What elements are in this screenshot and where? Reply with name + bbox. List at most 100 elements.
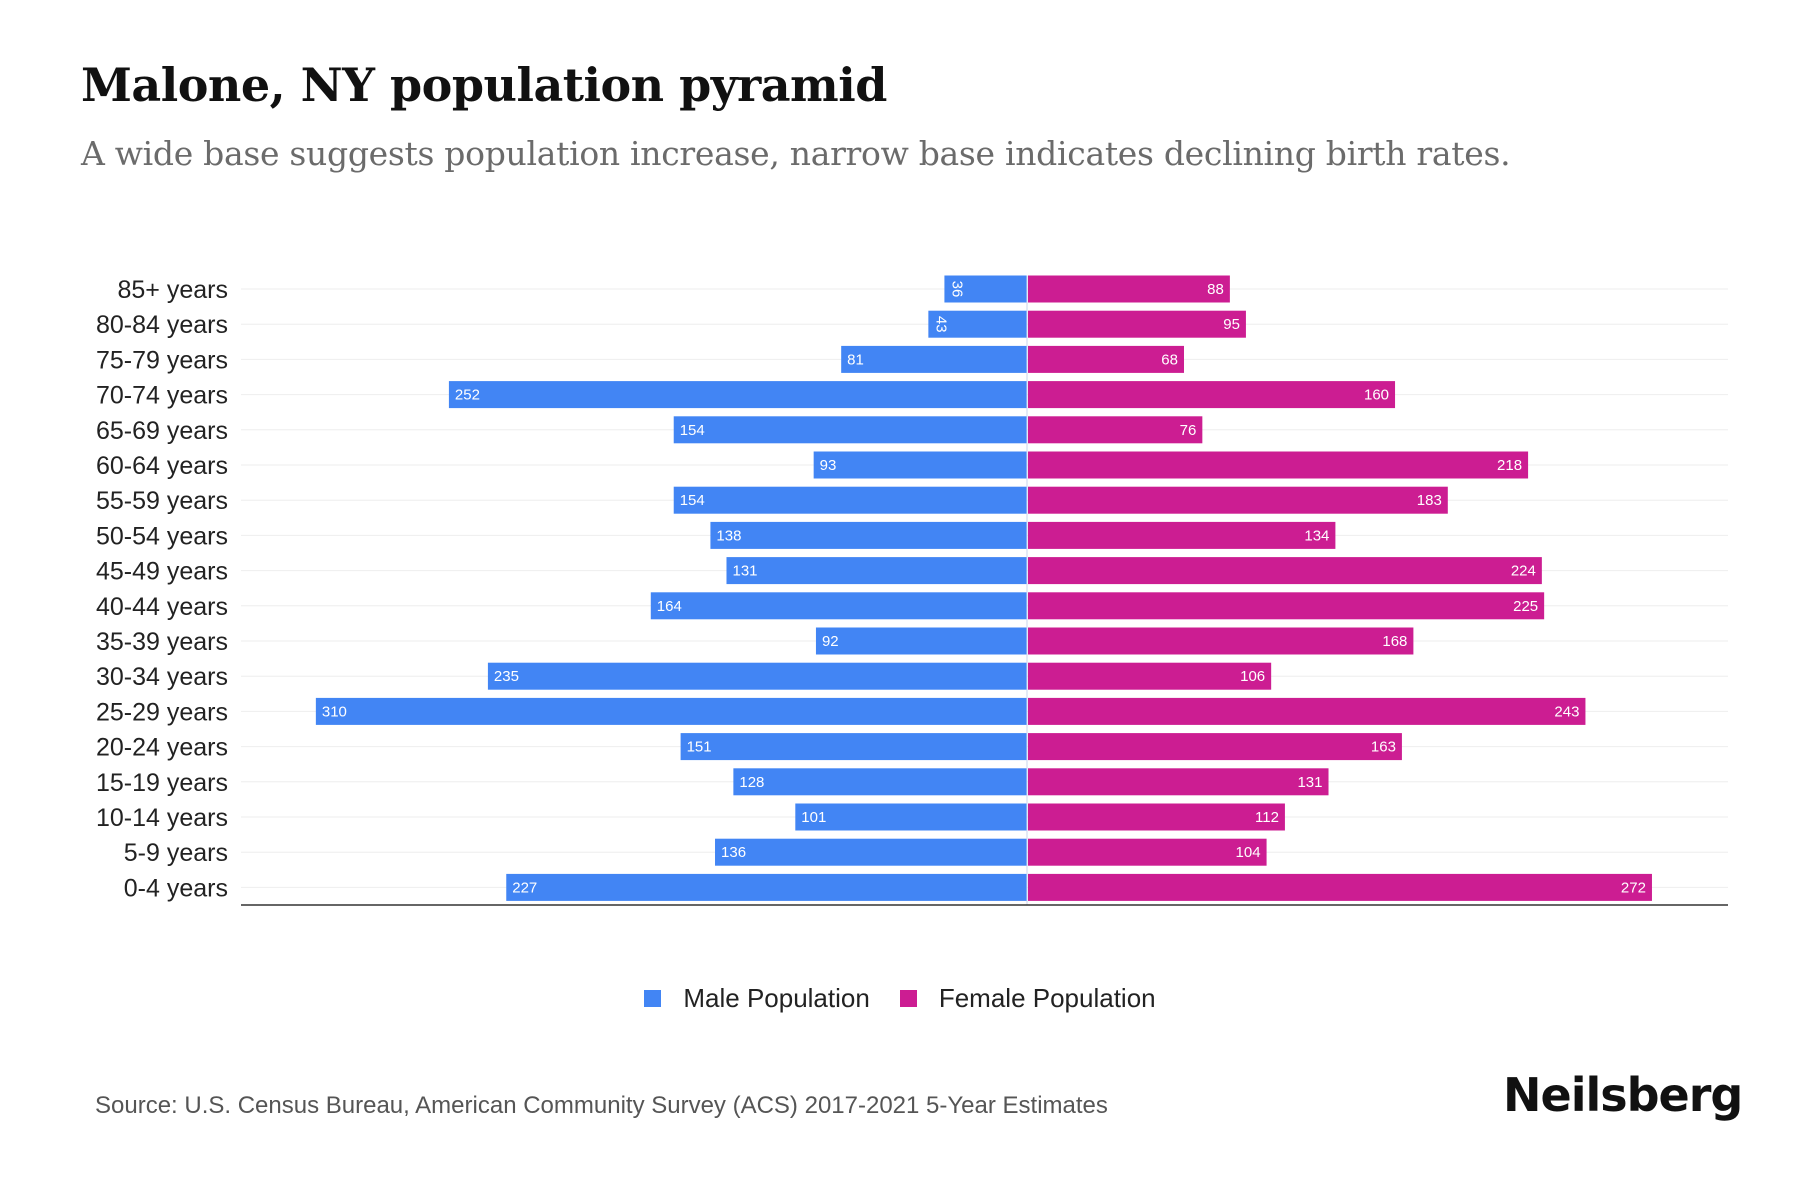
chart-title: Malone, NY population pyramid: [81, 58, 887, 112]
value-label-female: 224: [1511, 563, 1536, 580]
value-label-female: 68: [1161, 351, 1178, 368]
bar-male[interactable]: [815, 627, 1027, 655]
bar-female[interactable]: [1028, 521, 1336, 549]
value-label-male: 154: [680, 492, 705, 509]
bar-female[interactable]: [1028, 873, 1652, 901]
bar-male[interactable]: [487, 662, 1027, 690]
category-label: 10-14 years: [96, 804, 228, 832]
bar-male[interactable]: [715, 838, 1027, 866]
legend-label-female: Female Population: [938, 983, 1156, 1013]
category-labels: 85+ years 80-84 years 75-79 years 70-74 yea…: [96, 276, 228, 902]
value-label-male: 151: [687, 739, 712, 756]
chart-subtitle: A wide base suggests population increase…: [81, 134, 1511, 173]
bar-female[interactable]: [1028, 381, 1396, 409]
category-label: 20-24 years: [96, 734, 228, 762]
value-label-female: 163: [1371, 739, 1396, 756]
value-label-female: 112: [1255, 809, 1279, 826]
category-label: 60-64 years: [96, 452, 228, 480]
bar-male[interactable]: [673, 416, 1027, 444]
bar-female[interactable]: [1028, 627, 1414, 655]
value-label-male: 235: [494, 668, 519, 685]
category-label: 0-4 years: [124, 874, 228, 902]
value-label-male: 164: [657, 598, 682, 615]
category-label: 25-29 years: [96, 698, 228, 726]
bar-male[interactable]: [650, 592, 1027, 620]
value-label-male: 43: [932, 316, 949, 333]
category-label: 75-79 years: [96, 346, 228, 374]
value-label-male: 101: [801, 809, 826, 826]
category-label: 55-59 years: [96, 487, 228, 515]
brand-logo: Neilsberg: [1503, 1068, 1743, 1122]
value-label-female: 88: [1207, 281, 1224, 298]
bar-male[interactable]: [733, 768, 1027, 796]
bar-female[interactable]: [1028, 803, 1285, 831]
value-label-female: 225: [1513, 598, 1538, 615]
bar-female[interactable]: [1028, 592, 1545, 620]
bar-female[interactable]: [1028, 662, 1272, 690]
bar-male[interactable]: [944, 275, 1027, 303]
bar-male[interactable]: [680, 733, 1027, 761]
value-label-female: 95: [1223, 316, 1240, 333]
legend: Male Population Female Population: [0, 983, 1800, 1014]
category-label: 80-84 years: [96, 311, 228, 339]
value-label-female: 106: [1240, 668, 1265, 685]
bar-female[interactable]: [1028, 768, 1329, 796]
bar-female[interactable]: [1028, 838, 1267, 866]
bar-female[interactable]: [1028, 697, 1586, 725]
grid-lines: [241, 288, 1728, 888]
value-label-female: 160: [1364, 387, 1389, 404]
legend-swatch-female: [899, 990, 917, 1007]
value-label-male: 81: [847, 351, 864, 368]
value-label-male: 136: [721, 844, 746, 861]
category-label: 50-54 years: [96, 522, 228, 550]
category-label: 45-49 years: [96, 558, 228, 586]
bar-male[interactable]: [795, 803, 1027, 831]
value-label-female: 76: [1180, 422, 1197, 439]
bar-female[interactable]: [1028, 557, 1542, 585]
bar-female[interactable]: [1028, 310, 1246, 338]
bar-female[interactable]: [1028, 733, 1402, 761]
value-label-female: 272: [1621, 879, 1646, 896]
value-label-male: 92: [822, 633, 839, 650]
category-label: 30-34 years: [96, 663, 228, 691]
bar-female[interactable]: [1028, 275, 1230, 303]
bar-male[interactable]: [315, 697, 1027, 725]
bar-male[interactable]: [673, 486, 1027, 514]
legend-label-male: Male Population: [683, 983, 870, 1013]
value-label-male: 252: [455, 387, 480, 404]
bar-male[interactable]: [841, 345, 1027, 373]
value-label-male: 36: [948, 281, 965, 298]
legend-swatch-male: [644, 990, 662, 1007]
value-label-female: 218: [1497, 457, 1522, 474]
value-label-female: 183: [1417, 492, 1442, 509]
value-label-male: 154: [680, 422, 705, 439]
bar-male[interactable]: [506, 873, 1028, 901]
legend-item-female[interactable]: Female Population: [899, 983, 1156, 1014]
value-label-male: 310: [322, 703, 347, 720]
category-label: 5-9 years: [124, 839, 228, 867]
value-label-male: 227: [512, 879, 537, 896]
value-label-male: 128: [739, 774, 764, 791]
bar-male[interactable]: [448, 381, 1027, 409]
category-label: 40-44 years: [96, 593, 228, 621]
value-label-female: 243: [1554, 703, 1579, 720]
bar-male[interactable]: [813, 451, 1027, 479]
value-label-female: 131: [1297, 774, 1322, 791]
value-label-female: 168: [1382, 633, 1407, 650]
bar-male[interactable]: [928, 310, 1027, 338]
population-pyramid-chart: 36 88 43 95 81 68 252 160 154 76 93 218 154 183 138 134…: [96, 275, 1728, 906]
value-label-male: 131: [732, 563, 757, 580]
bar-male[interactable]: [710, 521, 1027, 549]
bar-female[interactable]: [1028, 451, 1529, 479]
category-label: 65-69 years: [96, 417, 228, 445]
bar-female[interactable]: [1028, 486, 1448, 514]
category-label: 35-39 years: [96, 628, 228, 656]
value-label-male: 138: [716, 527, 741, 544]
bar-male[interactable]: [726, 557, 1027, 585]
bar-female[interactable]: [1028, 416, 1203, 444]
legend-item-male[interactable]: Male Population: [644, 983, 870, 1014]
bar-female[interactable]: [1028, 345, 1184, 373]
category-label: 70-74 years: [96, 382, 228, 410]
category-label: 85+ years: [118, 276, 229, 304]
source-note: Source: U.S. Census Bureau, American Com…: [95, 1092, 1108, 1119]
